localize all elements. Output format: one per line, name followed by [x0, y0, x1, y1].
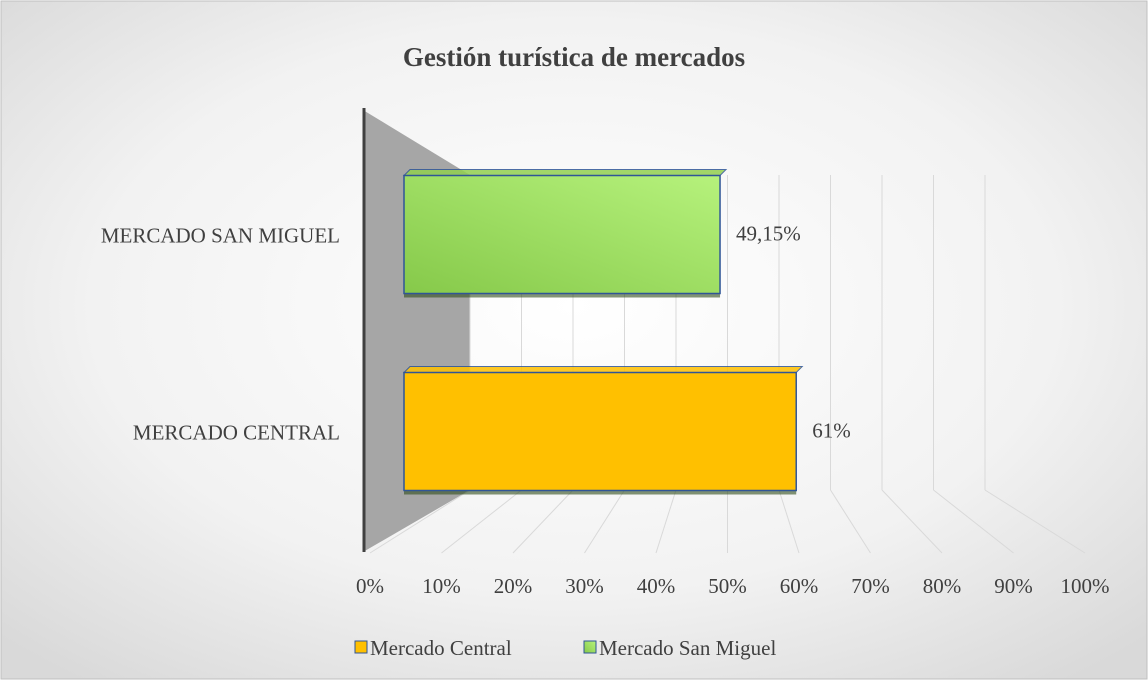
x-tick-label: 10% [422, 574, 461, 598]
x-tick-label: 20% [494, 574, 533, 598]
x-tick-label: 40% [637, 574, 676, 598]
x-tick-label: 100% [1061, 574, 1110, 598]
bar-top [402, 366, 804, 373]
bar-face [403, 174, 721, 295]
x-tick-label: 0% [356, 574, 384, 598]
bar-face [403, 371, 797, 492]
bar-bottom-shade [404, 293, 721, 298]
bar [402, 366, 804, 495]
legend-swatch [354, 640, 368, 654]
bar-top [402, 169, 728, 176]
floor-grid-line [778, 489, 800, 554]
legend-swatch [583, 640, 597, 654]
x-tick-label: 70% [851, 574, 890, 598]
chart-title: Gestión turística de mercados [403, 42, 745, 72]
bar-bottom-shade [404, 490, 797, 495]
floor-grid-line [369, 489, 471, 554]
floor-grid-line [881, 489, 943, 554]
bar [402, 169, 728, 298]
floor-grid-line [584, 489, 625, 554]
x-tick-label: 50% [708, 574, 747, 598]
x-tick-label: 90% [994, 574, 1033, 598]
floor-grid-line [441, 489, 522, 554]
floor-grid-line [933, 489, 1014, 554]
x-tick-label: 30% [565, 574, 604, 598]
x-tick-label: 60% [780, 574, 819, 598]
data-label: 61% [812, 419, 851, 443]
data-label: 49,15% [736, 222, 801, 246]
floor-grid-line [512, 489, 574, 554]
x-tick-label: 80% [923, 574, 962, 598]
legend-label: Mercado San Miguel [599, 636, 776, 660]
y-tick-label: MERCADO SAN MIGUEL [101, 224, 340, 248]
floor-grid-line [830, 489, 871, 554]
plot [402, 169, 804, 495]
floor-grid-line [655, 489, 677, 554]
y-tick-label: MERCADO CENTRAL [133, 421, 340, 445]
legend-label: Mercado Central [370, 636, 512, 660]
floor-grid-line [984, 489, 1086, 554]
